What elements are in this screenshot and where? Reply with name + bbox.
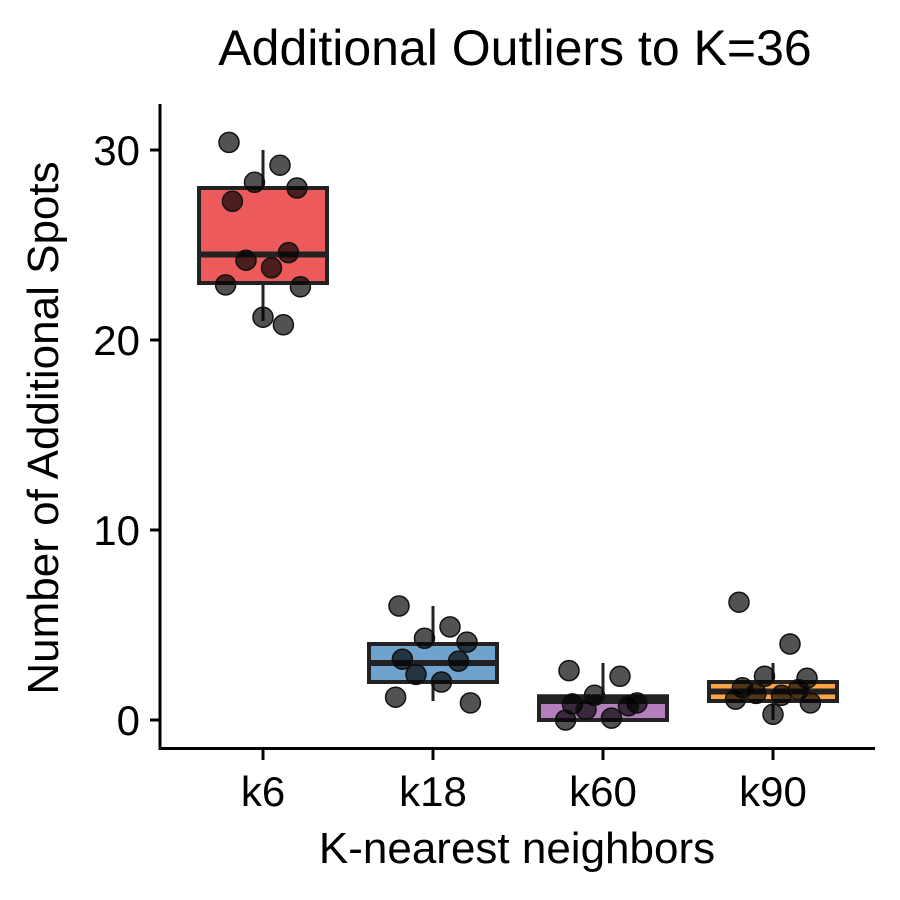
x-tick-label: k90 (739, 768, 807, 815)
y-tick-label: 30 (93, 127, 140, 174)
data-point-k90 (724, 688, 747, 710)
data-point-k18 (413, 627, 436, 650)
data-point-k6 (289, 276, 312, 298)
data-point-k90 (799, 692, 822, 714)
data-point-k6 (260, 257, 283, 279)
data-point-k18 (439, 616, 461, 638)
data-point-k6 (214, 274, 237, 296)
data-point-k60 (609, 665, 631, 688)
data-point-k90 (745, 682, 767, 705)
data-point-k18 (459, 692, 482, 714)
data-point-k6 (277, 241, 300, 264)
data-point-k18 (388, 595, 410, 617)
box-k6 (197, 150, 329, 321)
data-point-k90 (728, 591, 750, 613)
data-point-k6 (252, 306, 274, 328)
data-point-k6 (235, 249, 257, 271)
data-point-k6 (221, 190, 244, 213)
data-point-k60 (600, 707, 623, 729)
points-layer (214, 131, 822, 731)
x-tick-label: k18 (399, 768, 467, 815)
data-point-k18 (456, 631, 478, 653)
data-point-k18 (430, 671, 453, 693)
data-point-k60 (554, 709, 577, 731)
data-point-k90 (753, 665, 776, 688)
data-point-k90 (770, 684, 793, 707)
x-axis-label: K-nearest neighbors (319, 824, 715, 873)
plot-area (197, 150, 839, 722)
data-point-k6 (243, 171, 266, 194)
y-tick-label: 10 (93, 507, 140, 554)
y-tick-label: 0 (117, 697, 140, 744)
data-point-k6 (218, 131, 240, 154)
data-point-k18 (447, 650, 470, 672)
y-tick-label: 20 (93, 317, 140, 364)
data-point-k90 (779, 633, 801, 655)
data-point-k60 (558, 659, 580, 682)
chart-title: Additional Outliers to K=36 (218, 20, 811, 76)
data-point-k6 (286, 177, 308, 199)
y-axis-ticks: 0 10 20 30 (93, 127, 160, 744)
x-tick-label: k6 (241, 768, 285, 815)
x-axis-ticks: k6 k18 k60 k90 (241, 750, 807, 815)
data-point-k60 (575, 698, 597, 721)
data-point-k18 (391, 648, 414, 670)
data-point-k60 (617, 695, 640, 717)
data-point-k18 (384, 686, 407, 708)
y-axis-label: Number of Additional Spots (19, 161, 68, 694)
data-point-k90 (762, 703, 784, 726)
x-tick-label: k60 (569, 768, 637, 815)
data-point-k18 (405, 663, 427, 686)
data-point-k6 (272, 314, 295, 336)
data-point-k6 (269, 154, 291, 176)
